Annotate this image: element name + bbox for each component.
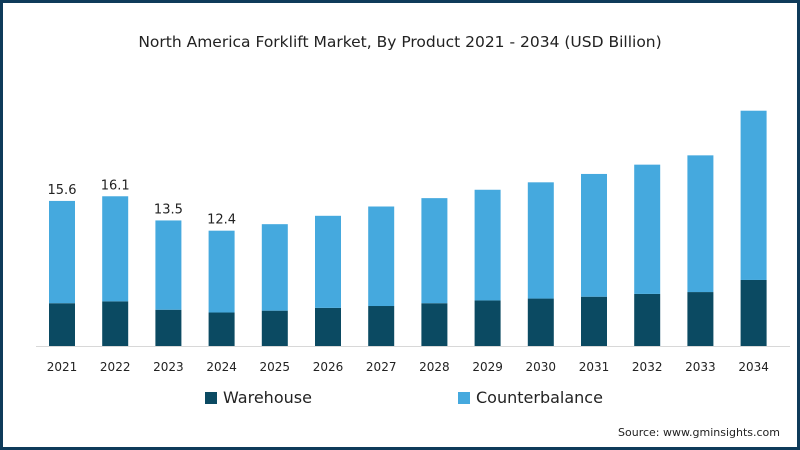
- legend-label-counterbalance: Counterbalance: [476, 388, 603, 407]
- data-label: 13.5: [154, 202, 183, 217]
- legend-item-warehouse: Warehouse: [205, 388, 312, 407]
- bar-counterbalance-2026: [315, 215, 341, 308]
- bar-warehouse-2032: [634, 293, 661, 346]
- bar-counterbalance-2025: [261, 224, 288, 311]
- bar-counterbalance-2033: [687, 155, 714, 293]
- x-tick-label: 2027: [366, 360, 397, 374]
- bar-counterbalance-2024: [208, 230, 235, 313]
- bar-warehouse-2033: [687, 292, 714, 346]
- bar-warehouse-2024: [208, 312, 235, 346]
- legend: Warehouse Counterbalance: [0, 388, 800, 410]
- x-tick-label: 2028: [419, 360, 450, 374]
- bar-counterbalance-2028: [421, 198, 448, 304]
- x-tick-label: 2030: [526, 360, 557, 374]
- x-tick-label: 2022: [100, 360, 131, 374]
- x-tick-label: 2024: [206, 360, 237, 374]
- bar-warehouse-2021: [49, 303, 75, 346]
- bar-warehouse-2022: [102, 301, 129, 346]
- x-tick-label: 2026: [313, 360, 344, 374]
- bar-warehouse-2026: [315, 307, 341, 346]
- data-label: 12.4: [207, 213, 236, 228]
- bar-warehouse-2031: [581, 296, 607, 346]
- bar-warehouse-2034: [740, 279, 767, 346]
- x-tick-label: 2029: [472, 360, 503, 374]
- bar-warehouse-2025: [261, 310, 288, 346]
- x-tick-label: 2021: [47, 360, 78, 374]
- bar-counterbalance-2032: [634, 164, 661, 294]
- bar-counterbalance-2023: [155, 220, 182, 310]
- chart-title: North America Forklift Market, By Produc…: [138, 33, 662, 51]
- legend-swatch-counterbalance: [458, 391, 470, 404]
- bar-warehouse-2029: [474, 300, 501, 346]
- bar-counterbalance-2034: [740, 110, 767, 280]
- x-tick-label: 2031: [579, 360, 610, 374]
- bar-warehouse-2027: [368, 306, 395, 346]
- bar-warehouse-2023: [155, 309, 182, 346]
- legend-item-counterbalance: Counterbalance: [458, 388, 603, 407]
- x-tick-label: 2025: [260, 360, 291, 374]
- legend-label-warehouse: Warehouse: [223, 388, 312, 407]
- bar-warehouse-2028: [421, 303, 448, 346]
- bar-counterbalance-2031: [581, 173, 607, 297]
- source-note: Source: www.gminsights.com: [618, 426, 780, 439]
- data-label: 15.6: [48, 183, 77, 198]
- legend-swatch-warehouse: [205, 391, 217, 404]
- x-tick-label: 2034: [738, 360, 769, 374]
- bar-counterbalance-2029: [474, 189, 501, 301]
- bar-counterbalance-2021: [49, 200, 75, 304]
- data-label: 16.1: [101, 178, 130, 193]
- x-tick-label: 2023: [153, 360, 184, 374]
- x-tick-label: 2032: [632, 360, 663, 374]
- bar-counterbalance-2022: [102, 196, 129, 302]
- bar-counterbalance-2030: [527, 182, 554, 299]
- x-tick-label: 2033: [685, 360, 716, 374]
- bar-counterbalance-2027: [368, 206, 395, 307]
- bar-warehouse-2030: [527, 298, 554, 346]
